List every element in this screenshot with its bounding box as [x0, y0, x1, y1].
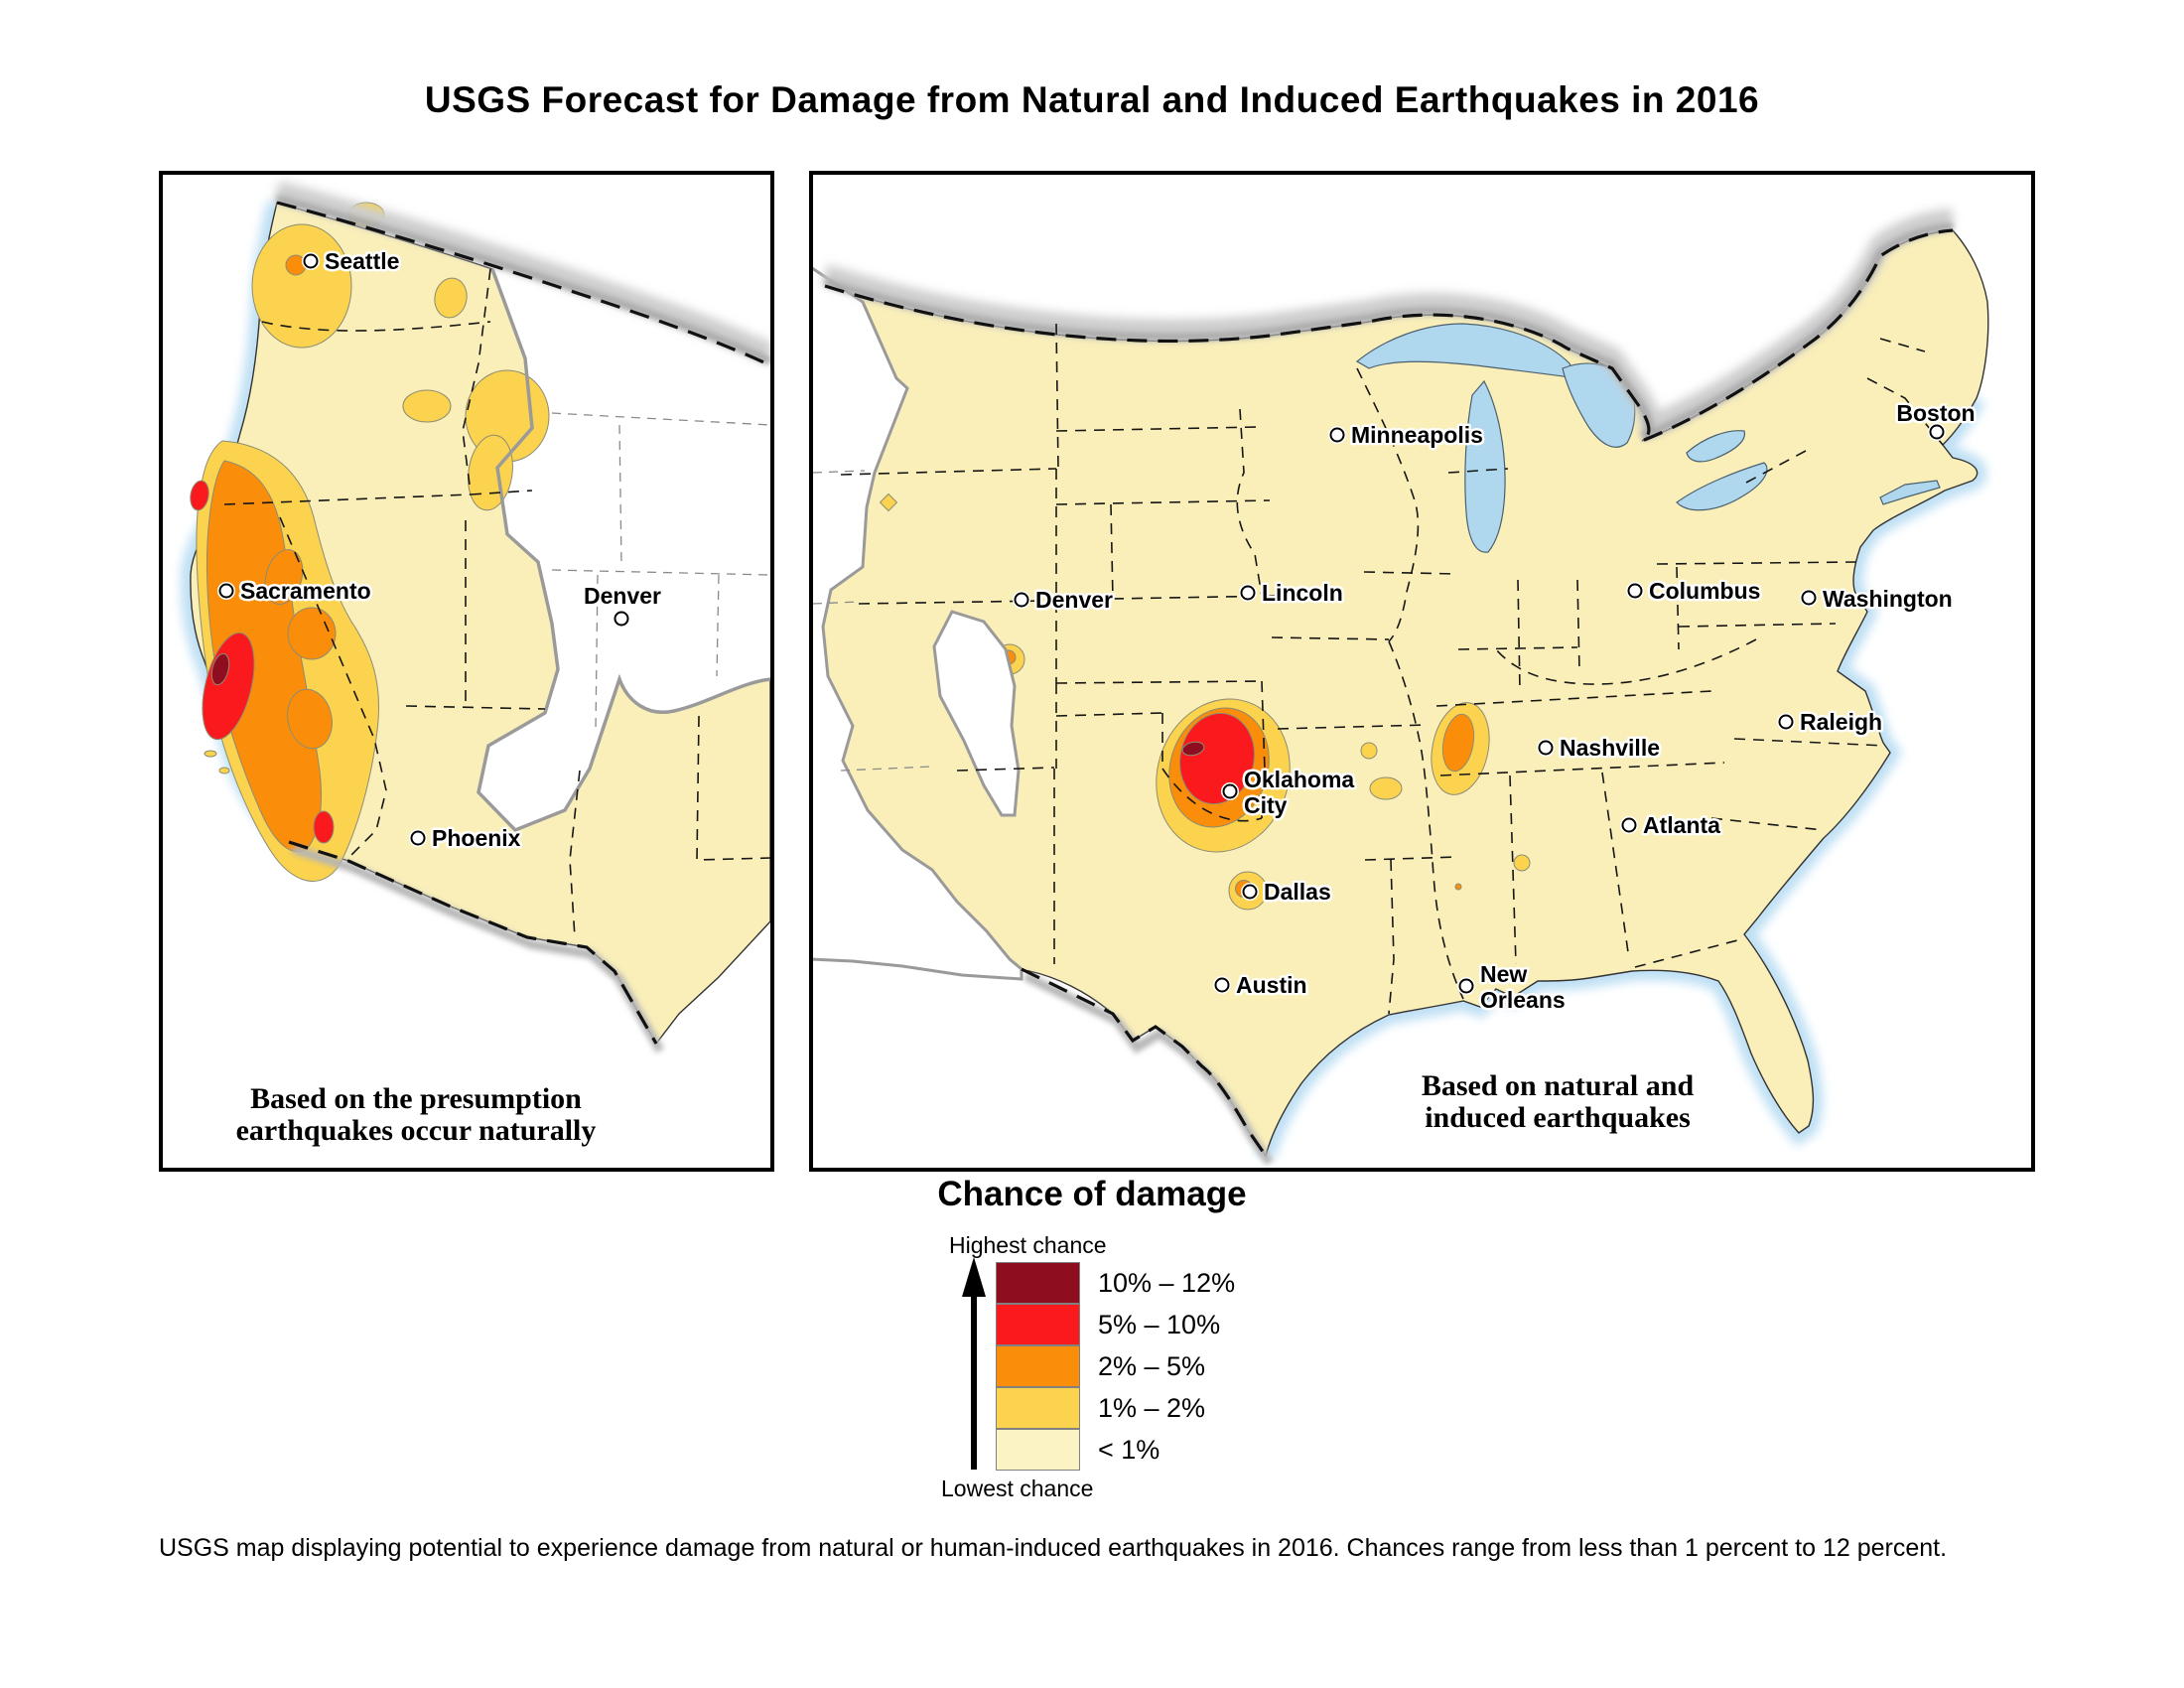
- city-label-columbus: Columbus: [1649, 578, 1761, 604]
- city-marker-nashville: [1538, 740, 1554, 756]
- city-marker-minneapolis: [1329, 427, 1345, 443]
- city-label-denver: Denver: [1035, 587, 1113, 613]
- legend-arrow-icon: [962, 1257, 986, 1470]
- legend-item-1: 5% – 10%: [996, 1304, 1235, 1345]
- city-label-sacramento: Sacramento: [240, 578, 371, 604]
- mexico-border-left: [288, 840, 664, 1054]
- left-map-caption: Based on the presumption earthquakes occ…: [198, 1083, 634, 1147]
- legend-swatch-3: [996, 1387, 1080, 1429]
- city-label-new-orleans: New Orleans: [1480, 961, 1566, 1013]
- city-label-seattle: Seattle: [325, 248, 400, 274]
- right-map-graphic: [813, 209, 1989, 1166]
- city-marker-lincoln: [1240, 585, 1256, 601]
- great-lakes: [1355, 323, 1941, 553]
- legend-item-2: 2% – 5%: [996, 1345, 1235, 1387]
- right-hazard-zones: [879, 492, 1531, 911]
- legend-label-3: 1% – 2%: [1098, 1392, 1206, 1423]
- city-marker-boston: [1929, 424, 1945, 440]
- city-marker-new-orleans: [1458, 978, 1474, 994]
- city-label-austin: Austin: [1236, 972, 1307, 998]
- legend-label-2: 2% – 5%: [1098, 1350, 1206, 1381]
- city-marker-atlanta: [1621, 817, 1637, 833]
- left-map-graphic: [180, 181, 770, 1054]
- left-map-caption-line2: earthquakes occur naturally: [235, 1114, 597, 1147]
- city-marker-austin: [1214, 977, 1230, 993]
- city-marker-oklahoma-city: [1222, 783, 1238, 799]
- left-map-caption-line1: Based on the presumption: [250, 1082, 582, 1115]
- city-label-denver: Denver: [584, 583, 661, 609]
- legend-swatch-0: [996, 1262, 1080, 1304]
- city-marker-columbus: [1627, 583, 1643, 599]
- city-label-raleigh: Raleigh: [1800, 709, 1883, 735]
- city-label-boston: Boston: [1896, 400, 1976, 426]
- legend-swatch-1: [996, 1304, 1080, 1345]
- state-borders-left: [223, 268, 770, 938]
- legend-item-3: 1% – 2%: [996, 1387, 1235, 1429]
- city-label-dallas: Dallas: [1264, 879, 1331, 905]
- city-marker-raleigh: [1778, 714, 1794, 730]
- legend-scale: 10% – 12% 5% – 10% 2% – 5% 1% – 2% < 1%: [996, 1262, 1235, 1471]
- legend-swatch-4: [996, 1429, 1080, 1471]
- city-marker-denver: [1014, 592, 1029, 608]
- state-borders-right: [840, 323, 1944, 1015]
- city-label-nashville: Nashville: [1560, 735, 1660, 761]
- mexico-border-right: [1021, 967, 1274, 1166]
- city-label-atlanta: Atlanta: [1643, 812, 1720, 838]
- city-label-minneapolis: Minneapolis: [1351, 422, 1483, 448]
- city-marker-denver: [614, 611, 629, 627]
- left-data-boundary: [477, 268, 770, 833]
- figure-caption: USGS map displaying potential to experie…: [159, 1534, 1948, 1562]
- city-label-washington: Washington: [1823, 586, 1953, 612]
- city-marker-sacramento: [218, 583, 234, 599]
- state-borders-left-nodata: [551, 412, 770, 732]
- legend-title: Chance of damage: [937, 1175, 1247, 1213]
- state-borders-right-nodata: [813, 470, 933, 772]
- city-label-phoenix: Phoenix: [432, 825, 521, 851]
- city-label-oklahoma-city: Oklahoma City: [1244, 767, 1355, 818]
- canada-border-right: [822, 209, 1954, 443]
- canada-border-left: [274, 181, 770, 367]
- right-map-caption-line2: induced earthquakes: [1425, 1101, 1691, 1134]
- right-map-caption-line1: Based on natural and: [1421, 1069, 1695, 1102]
- right-map-caption: Based on natural and induced earthquakes: [1354, 1070, 1761, 1134]
- legend-lowest-label: Lowest chance: [941, 1476, 1094, 1501]
- legend-highest-label: Highest chance: [949, 1232, 1107, 1258]
- legend-label-0: 10% – 12%: [1098, 1267, 1236, 1298]
- right-nodata-region: [813, 266, 1024, 981]
- left-map-panel: Based on the presumption earthquakes occ…: [159, 171, 774, 1172]
- page-title: USGS Forecast for Damage from Natural an…: [424, 79, 1760, 120]
- city-marker-seattle: [303, 253, 319, 269]
- city-marker-dallas: [1242, 884, 1258, 900]
- legend-item-4: < 1%: [996, 1429, 1235, 1471]
- right-map-panel: Based on natural and induced earthquakes…: [809, 171, 2035, 1172]
- city-marker-washington: [1801, 590, 1817, 606]
- legend-label-4: < 1%: [1098, 1434, 1160, 1465]
- city-marker-phoenix: [410, 830, 426, 846]
- legend-swatch-2: [996, 1345, 1080, 1387]
- legend-item-0: 10% – 12%: [996, 1262, 1235, 1304]
- legend-label-1: 5% – 10%: [1098, 1309, 1221, 1339]
- city-label-lincoln: Lincoln: [1262, 580, 1343, 606]
